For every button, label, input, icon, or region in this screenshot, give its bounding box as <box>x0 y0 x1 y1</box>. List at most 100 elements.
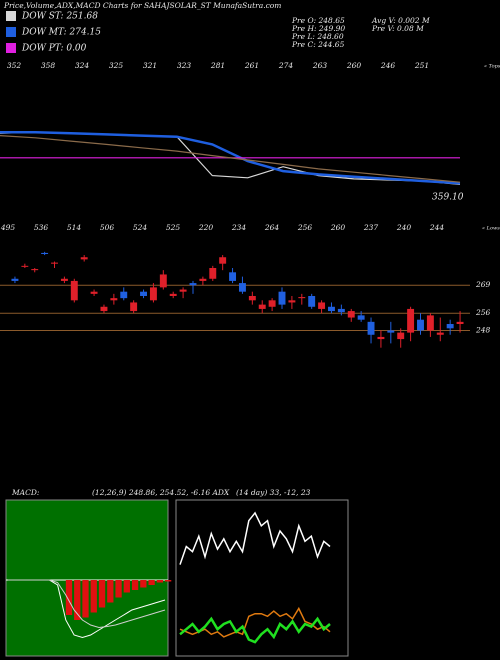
candle-body <box>387 330 395 333</box>
top-label: 251 <box>414 61 429 70</box>
low-label: 260 <box>330 223 346 232</box>
candle-body <box>436 332 444 335</box>
candle-body <box>229 272 237 281</box>
top-label: 321 <box>143 61 157 70</box>
legend-swatch <box>6 43 16 53</box>
info-text: Pre O: 248.65 <box>291 16 345 25</box>
candle-body <box>288 300 296 303</box>
low-label: 244 <box>429 223 445 232</box>
info-text: Avg V: 0.002 M <box>371 16 430 25</box>
histogram-bar <box>107 580 114 603</box>
candle-body <box>189 283 197 286</box>
histogram-bar <box>140 580 147 588</box>
candle-body <box>337 308 345 313</box>
candle-body <box>130 302 138 312</box>
histogram-bar <box>65 580 73 615</box>
series-line <box>179 616 331 644</box>
macd-title: MACD: <box>11 488 40 497</box>
top-label: 358 <box>41 61 56 70</box>
candle-body <box>248 296 256 301</box>
candle-body <box>51 262 58 264</box>
candle-body <box>80 257 88 260</box>
low-label: 506 <box>100 223 115 232</box>
histogram-bar <box>90 580 97 613</box>
candle-body <box>179 289 187 292</box>
candle-body <box>100 306 108 312</box>
series-line <box>179 511 331 565</box>
candle-body <box>367 321 375 335</box>
candle-body <box>426 315 434 331</box>
candle-body <box>21 265 29 267</box>
candle-body <box>159 274 167 288</box>
low-label: 256 <box>297 223 313 232</box>
histogram-bar <box>131 580 139 590</box>
low-label: 237 <box>363 223 379 232</box>
top-label: 325 <box>109 61 124 70</box>
candle-body <box>60 278 68 281</box>
candle-body <box>308 296 316 307</box>
candle-body <box>347 311 355 318</box>
info-text: Pre V: 0.08 M <box>371 24 424 33</box>
low-label: 514 <box>67 223 82 232</box>
histogram-bar <box>148 580 155 585</box>
chart-title: Price,Volume,ADX,MACD Charts for SAHAJSO… <box>3 1 281 10</box>
legend-label: DOW MT: 274.15 <box>21 28 101 38</box>
legend-label: DOW ST: 251.68 <box>21 12 98 22</box>
candle-body <box>328 306 335 312</box>
top-label: 246 <box>380 61 396 70</box>
low-label: 524 <box>133 223 148 232</box>
y-tick-label: 248 <box>475 325 491 334</box>
candle-body <box>397 332 405 340</box>
top-label: 263 <box>312 61 328 70</box>
legend-swatch <box>6 27 16 37</box>
info-text: Pre C: 244.65 <box>291 40 345 49</box>
candle-body <box>70 280 78 301</box>
low-label: 220 <box>198 223 214 232</box>
top-labels-title: « Tops <box>484 64 500 70</box>
candle-body <box>268 300 276 307</box>
histogram-bar <box>115 580 122 598</box>
candle-body <box>278 291 286 305</box>
candle-body <box>149 287 157 301</box>
candle-body <box>41 252 49 254</box>
candle-body <box>258 304 266 309</box>
candle-body <box>209 268 217 279</box>
candle-body <box>140 291 147 296</box>
info-text: Pre L: 248.60 <box>291 32 344 41</box>
top-label: 324 <box>75 61 90 70</box>
last-label: 359.10 <box>432 193 464 203</box>
series-line <box>179 606 331 638</box>
histogram-bar <box>123 580 130 593</box>
candle-body <box>318 302 326 309</box>
low-label: 525 <box>166 223 181 232</box>
candle-body <box>357 315 365 320</box>
low-label: 240 <box>396 223 412 232</box>
candle-body <box>90 291 98 294</box>
low-labels-title: « Lows <box>482 226 500 232</box>
y-tick-label: 269 <box>475 280 491 289</box>
histogram-bar <box>165 580 172 582</box>
top-label: 281 <box>210 61 225 70</box>
candle-body <box>407 308 415 333</box>
candle-body <box>298 297 306 299</box>
low-label: 495 <box>0 223 15 232</box>
candle-body <box>11 278 19 281</box>
candle-body <box>110 298 118 301</box>
candle-body <box>417 319 424 331</box>
macd-panel <box>5 499 169 657</box>
candle-body <box>169 293 177 296</box>
candle-body <box>31 269 39 271</box>
candle-body <box>446 324 454 329</box>
candle-body <box>199 278 207 281</box>
info-text: Pre H: 249.90 <box>291 24 345 33</box>
series-line <box>8 579 166 629</box>
candle-body <box>219 257 227 264</box>
low-label: 234 <box>231 223 247 232</box>
candle-body <box>456 321 464 324</box>
histogram-bar <box>82 580 89 618</box>
top-label: 261 <box>244 61 259 70</box>
top-label: 260 <box>346 61 362 70</box>
candle-body <box>377 336 385 340</box>
histogram-bar <box>98 580 106 608</box>
